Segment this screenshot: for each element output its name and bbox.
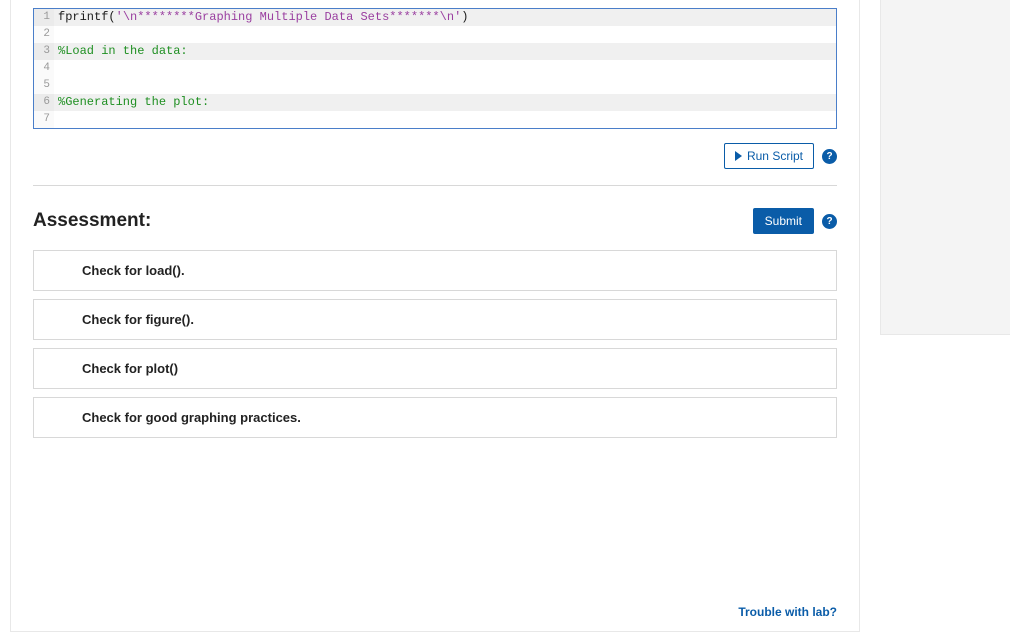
- code-line[interactable]: 1fprintf('\n********Graphing Multiple Da…: [34, 9, 836, 26]
- code-text[interactable]: %Generating the plot:: [54, 94, 209, 111]
- assessment-check-item[interactable]: Check for load().: [33, 250, 837, 291]
- code-line[interactable]: 7: [34, 111, 836, 128]
- right-side-panel-stub: [880, 0, 1010, 335]
- play-icon: [735, 151, 742, 161]
- code-line[interactable]: 5: [34, 77, 836, 94]
- run-script-button[interactable]: Run Script: [724, 143, 814, 169]
- code-line[interactable]: 3%Load in the data:: [34, 43, 836, 60]
- trouble-with-lab-link[interactable]: Trouble with lab?: [738, 605, 837, 619]
- code-text[interactable]: fprintf('\n********Graphing Multiple Dat…: [54, 9, 468, 26]
- assessment-title: Assessment:: [33, 210, 151, 232]
- assessment-check-item[interactable]: Check for figure().: [33, 299, 837, 340]
- assessment-check-item[interactable]: Check for good graphing practices.: [33, 397, 837, 438]
- line-number: 1: [34, 9, 54, 26]
- assessment-actions: Submit ?: [753, 208, 837, 234]
- line-number: 3: [34, 43, 54, 60]
- assessment-header: Assessment: Submit ?: [33, 208, 837, 234]
- run-help-icon[interactable]: ?: [822, 149, 837, 164]
- code-text[interactable]: [54, 111, 58, 128]
- main-panel: 1fprintf('\n********Graphing Multiple Da…: [10, 0, 860, 632]
- code-text[interactable]: %Load in the data:: [54, 43, 188, 60]
- code-text[interactable]: [54, 60, 58, 77]
- line-number: 4: [34, 60, 54, 77]
- line-number: 6: [34, 94, 54, 111]
- run-row: Run Script ?: [33, 129, 837, 186]
- code-line[interactable]: 4: [34, 60, 836, 77]
- code-line[interactable]: 2: [34, 26, 836, 43]
- code-line[interactable]: 6%Generating the plot:: [34, 94, 836, 111]
- code-text[interactable]: [54, 77, 58, 94]
- code-editor[interactable]: 1fprintf('\n********Graphing Multiple Da…: [33, 8, 837, 129]
- line-number: 7: [34, 111, 54, 128]
- submit-button[interactable]: Submit: [753, 208, 814, 234]
- assessment-checks: Check for load(). Check for figure(). Chec…: [33, 250, 837, 438]
- line-number: 5: [34, 77, 54, 94]
- assessment-check-item[interactable]: Check for plot(): [33, 348, 837, 389]
- assessment-help-icon[interactable]: ?: [822, 214, 837, 229]
- code-text[interactable]: [54, 26, 58, 43]
- line-number: 2: [34, 26, 54, 43]
- run-script-label: Run Script: [747, 149, 803, 163]
